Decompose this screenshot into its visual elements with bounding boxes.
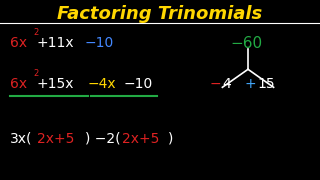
- Text: −: −: [210, 77, 221, 91]
- Text: 6x: 6x: [10, 36, 27, 50]
- Text: +11x: +11x: [37, 36, 75, 50]
- Text: +15x: +15x: [37, 77, 74, 91]
- Text: Factoring Trinomials: Factoring Trinomials: [57, 5, 263, 23]
- Text: 2x+5: 2x+5: [37, 132, 74, 146]
- Text: 6x: 6x: [10, 77, 27, 91]
- Text: 15: 15: [258, 77, 275, 91]
- Text: +: +: [245, 77, 256, 91]
- Text: −10: −10: [123, 77, 152, 91]
- Text: −4x: −4x: [88, 77, 116, 91]
- Text: 3x(: 3x(: [10, 132, 32, 146]
- Text: 4: 4: [222, 77, 231, 91]
- Text: −10: −10: [85, 36, 114, 50]
- Text: 2x+5: 2x+5: [122, 132, 159, 146]
- Text: ): ): [168, 132, 173, 146]
- Text: 2: 2: [33, 69, 38, 78]
- Text: 2: 2: [33, 28, 38, 37]
- Text: ) −2(: ) −2(: [85, 132, 120, 146]
- Text: −60: −60: [230, 36, 262, 51]
